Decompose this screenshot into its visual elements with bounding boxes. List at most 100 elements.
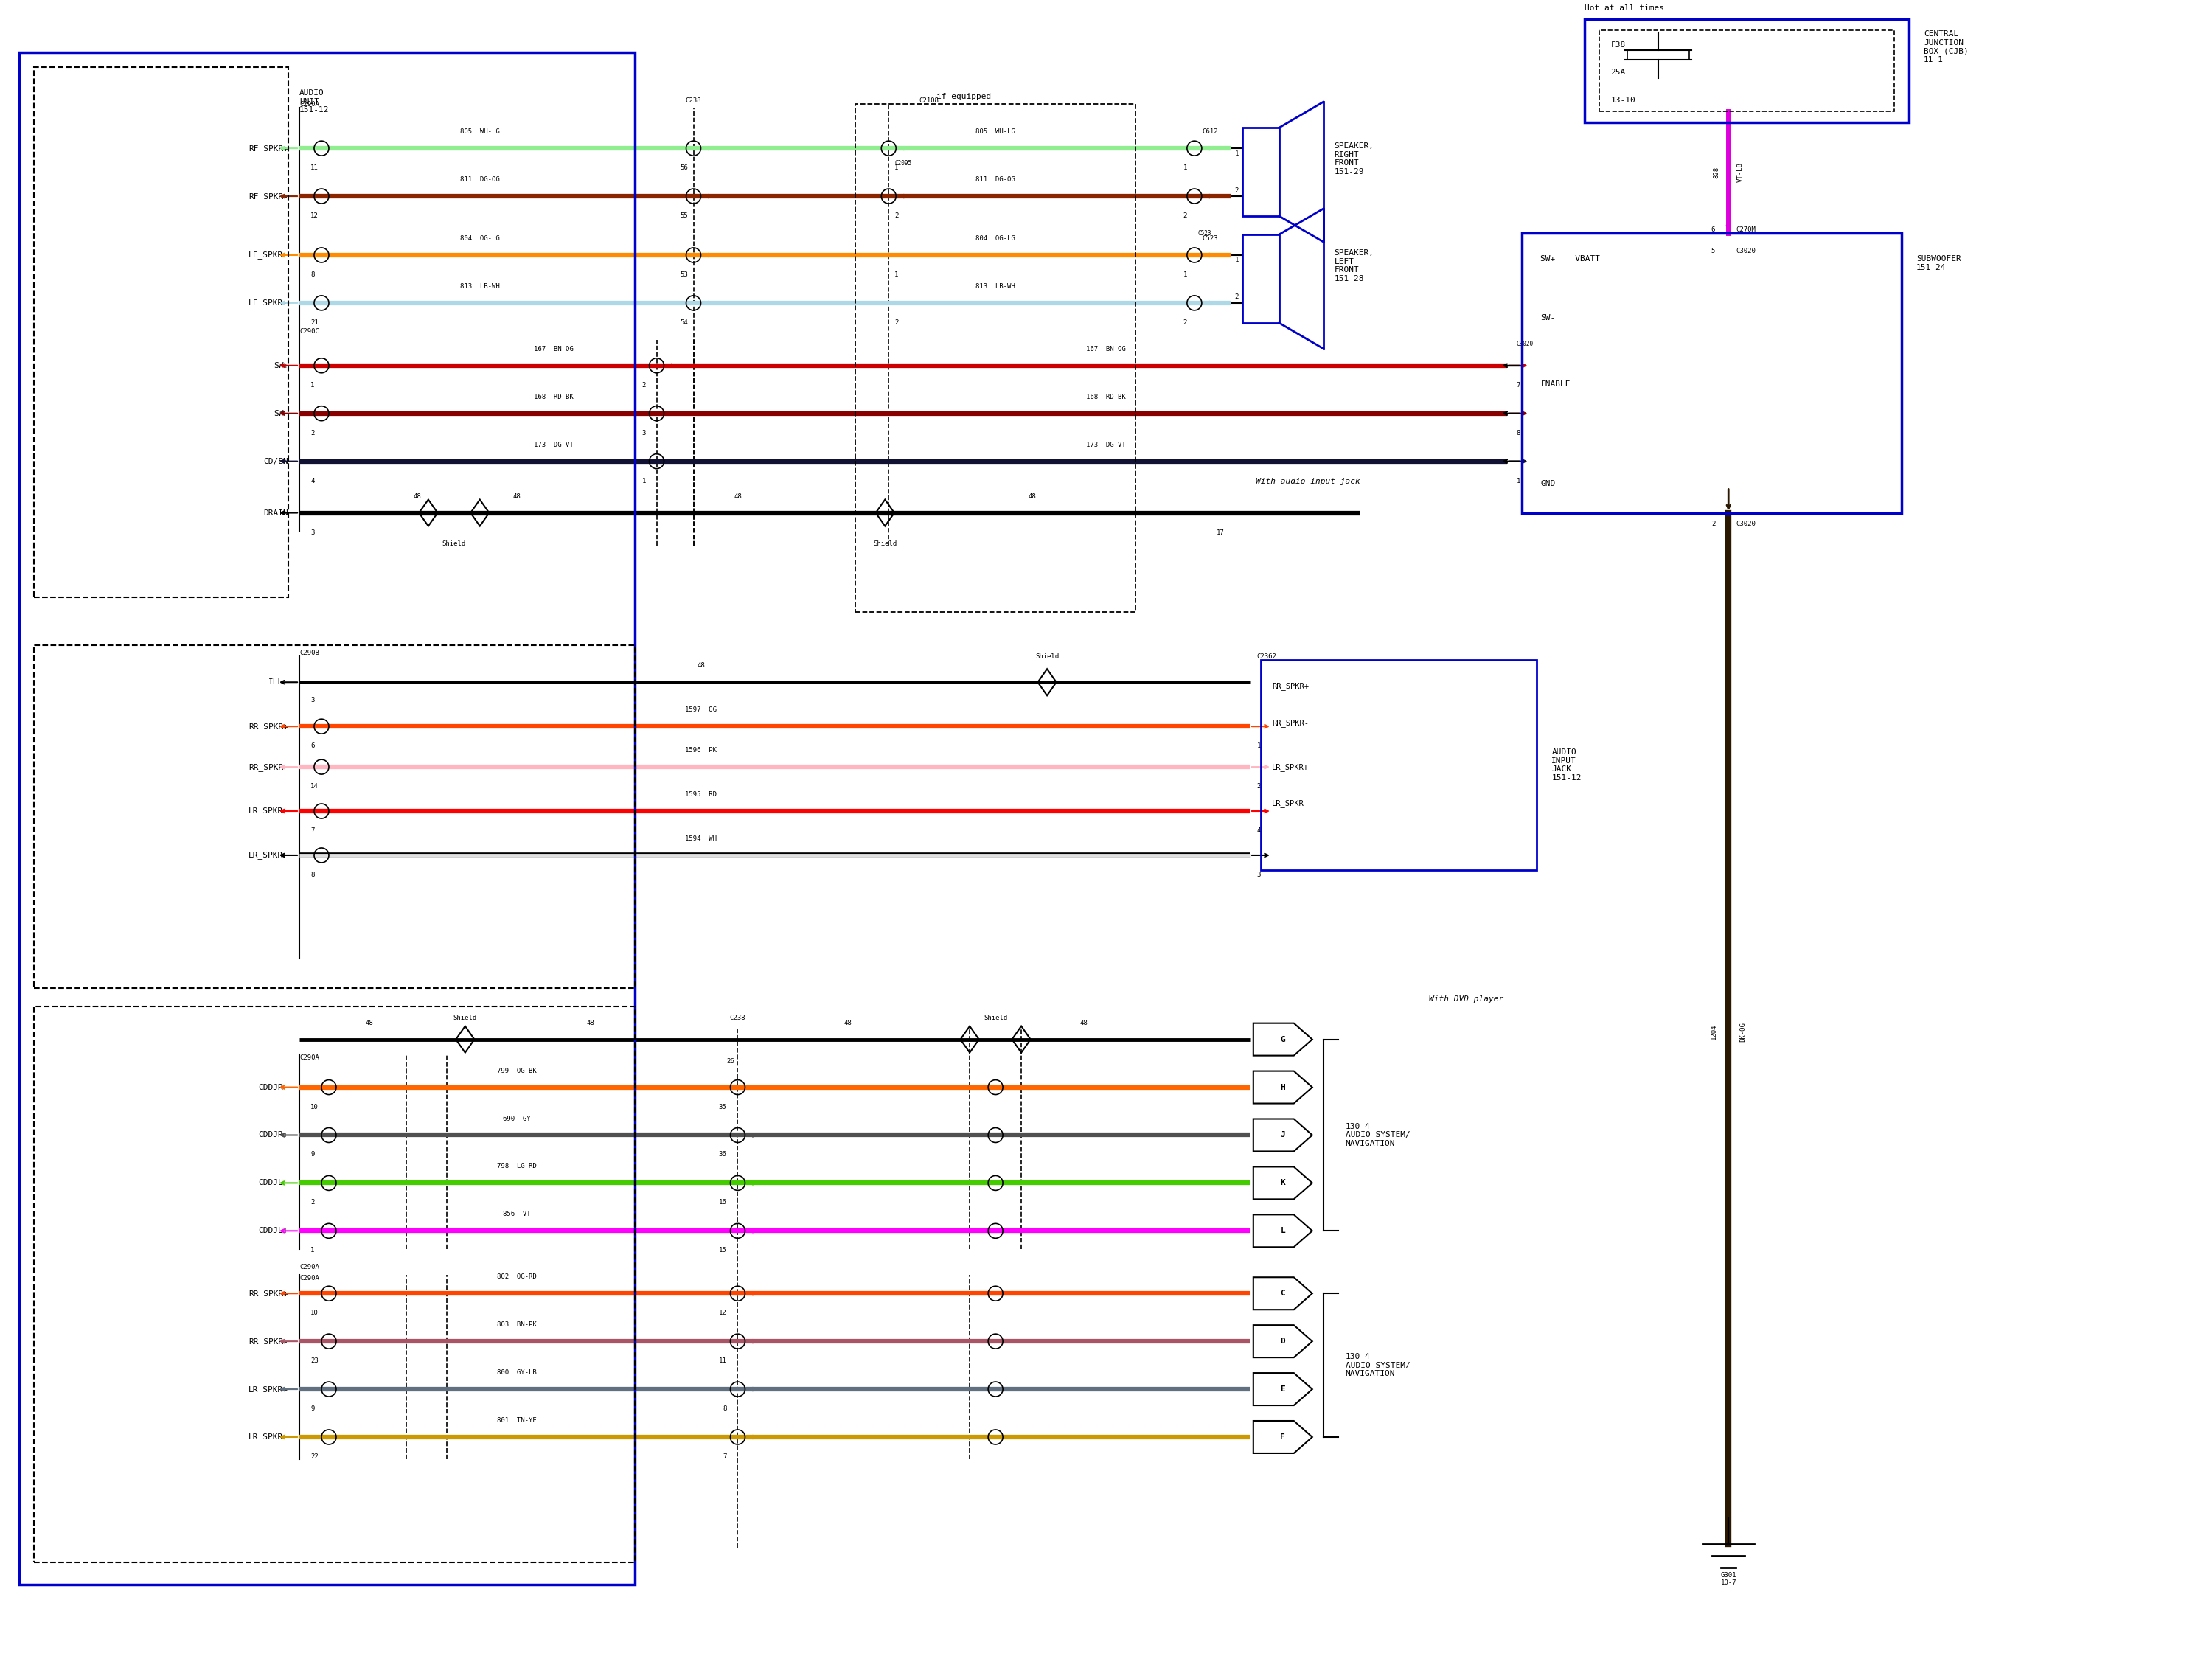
Text: 12: 12: [310, 212, 319, 219]
Text: 48: 48: [697, 662, 706, 669]
Text: 3: 3: [310, 529, 314, 536]
Text: 8: 8: [1515, 430, 1520, 436]
Text: G301
10-7: G301 10-7: [1721, 1571, 1736, 1586]
Text: 828: 828: [1712, 166, 1719, 178]
Text: SW+: SW+: [274, 362, 288, 370]
Text: 2: 2: [1183, 319, 1188, 325]
Text: 799  OG-BK: 799 OG-BK: [498, 1067, 538, 1073]
Text: AUDIO
INPUT
JACK
151-12: AUDIO INPUT JACK 151-12: [1551, 748, 1582, 781]
Text: 1: 1: [894, 272, 898, 279]
Text: 7: 7: [723, 1453, 726, 1460]
Text: 8: 8: [310, 272, 314, 279]
Bar: [20, 53, 635, 1584]
Text: 48: 48: [414, 493, 420, 499]
Text: LR_SPKR+: LR_SPKR+: [248, 806, 288, 815]
Text: 1: 1: [1515, 478, 1520, 484]
Text: G: G: [1281, 1035, 1285, 1044]
Text: C290C: C290C: [299, 328, 319, 335]
Text: 8: 8: [723, 1405, 726, 1412]
Text: With audio input jack: With audio input jack: [1256, 478, 1360, 484]
Text: SPEAKER,
LEFT
FRONT
151-28: SPEAKER, LEFT FRONT 151-28: [1334, 249, 1374, 282]
Text: 56: 56: [681, 164, 688, 171]
Text: 10: 10: [310, 1309, 319, 1316]
Text: 6: 6: [310, 743, 314, 750]
Text: 48: 48: [1079, 1020, 1088, 1027]
Text: C612: C612: [1201, 128, 1217, 134]
Text: 23: 23: [310, 1357, 319, 1364]
Text: RF_SPKR+: RF_SPKR+: [248, 144, 288, 153]
Text: C290A: C290A: [299, 1053, 319, 1060]
Text: 7: 7: [310, 828, 314, 834]
Text: L: L: [1281, 1228, 1285, 1234]
Text: LR_SPKR+: LR_SPKR+: [1272, 763, 1310, 771]
Text: C270M: C270M: [1736, 226, 1756, 232]
Text: C290A: C290A: [299, 1276, 319, 1282]
Text: 2: 2: [1712, 521, 1714, 528]
Text: 2: 2: [641, 382, 646, 388]
Text: C238: C238: [730, 1014, 745, 1020]
Text: SPEAKER,
RIGHT
FRONT
151-29: SPEAKER, RIGHT FRONT 151-29: [1334, 143, 1374, 176]
Text: 12: 12: [719, 1309, 726, 1316]
Text: C2362: C2362: [1256, 654, 1276, 660]
Text: RR_SPKR-: RR_SPKR-: [248, 763, 288, 771]
Text: CDDJR-: CDDJR-: [259, 1083, 288, 1092]
Text: 2: 2: [1234, 294, 1239, 300]
Text: SW-: SW-: [1540, 314, 1555, 322]
Text: 802  OG-RD: 802 OG-RD: [498, 1274, 538, 1281]
Text: 53: 53: [681, 272, 688, 279]
Text: 9: 9: [310, 1405, 314, 1412]
Text: CDDJL-: CDDJL-: [259, 1180, 288, 1186]
Text: 1595  RD: 1595 RD: [686, 791, 717, 798]
Text: 1204: 1204: [1710, 1024, 1717, 1040]
Text: 167  BN-OG: 167 BN-OG: [533, 345, 573, 352]
Text: C290A: C290A: [299, 1264, 319, 1271]
Text: J: J: [1281, 1131, 1285, 1138]
Text: 2: 2: [310, 1199, 314, 1206]
Text: RR_SPKR+: RR_SPKR+: [1272, 682, 1310, 690]
Text: AUDIO
UNIT
151-12: AUDIO UNIT 151-12: [299, 90, 330, 114]
Text: 48: 48: [513, 493, 520, 499]
Bar: [1522, 232, 1902, 513]
Text: 25A: 25A: [1610, 68, 1626, 76]
Bar: [33, 645, 635, 987]
Text: With DVD player: With DVD player: [1429, 995, 1504, 1002]
Text: 803  BN-PK: 803 BN-PK: [498, 1322, 538, 1329]
Text: LR_SPKR+: LR_SPKR+: [248, 1385, 288, 1394]
Text: 1: 1: [641, 478, 646, 484]
Text: 2: 2: [1256, 783, 1261, 790]
Text: 4: 4: [1256, 828, 1261, 834]
Text: RR_SPKR+: RR_SPKR+: [248, 722, 288, 730]
Text: Shield: Shield: [442, 541, 467, 547]
Text: ILL+: ILL+: [268, 679, 288, 685]
Text: 130-4
AUDIO SYSTEM/
NAVIGATION: 130-4 AUDIO SYSTEM/ NAVIGATION: [1345, 1354, 1409, 1377]
Text: 813  LB-WH: 813 LB-WH: [460, 284, 500, 290]
Text: RR_SPKR-: RR_SPKR-: [248, 1337, 288, 1345]
Text: 856  VT: 856 VT: [502, 1211, 531, 1218]
Text: Shield: Shield: [984, 1014, 1006, 1020]
Text: CDDJL+: CDDJL+: [259, 1228, 288, 1234]
Text: VT-LB: VT-LB: [1736, 163, 1743, 182]
Text: 5: 5: [1712, 249, 1714, 255]
Text: C3020: C3020: [1515, 340, 1533, 347]
Text: GND: GND: [1540, 479, 1555, 488]
Text: 17: 17: [1217, 529, 1225, 536]
Text: 9: 9: [310, 1151, 314, 1158]
Bar: [1261, 660, 1537, 869]
Text: 811  DG-OG: 811 DG-OG: [975, 176, 1015, 182]
Text: C523: C523: [1201, 236, 1217, 242]
Text: F38: F38: [1610, 41, 1626, 48]
Text: 2: 2: [310, 430, 314, 436]
Text: 48: 48: [734, 493, 741, 499]
Bar: [33, 68, 288, 597]
Text: LR_SPKR-: LR_SPKR-: [248, 851, 288, 859]
Text: ENABLE: ENABLE: [1540, 380, 1571, 388]
Text: 168  RD-BK: 168 RD-BK: [533, 393, 573, 400]
Text: 48: 48: [1029, 493, 1035, 499]
Bar: [1243, 234, 1279, 324]
Text: RR_SPKR-: RR_SPKR-: [1272, 718, 1310, 727]
Text: C2095: C2095: [894, 159, 911, 166]
Text: DRAIN: DRAIN: [263, 509, 288, 516]
Text: 3: 3: [1256, 871, 1261, 878]
Text: 1: 1: [310, 1248, 314, 1254]
Text: 54: 54: [681, 319, 688, 325]
